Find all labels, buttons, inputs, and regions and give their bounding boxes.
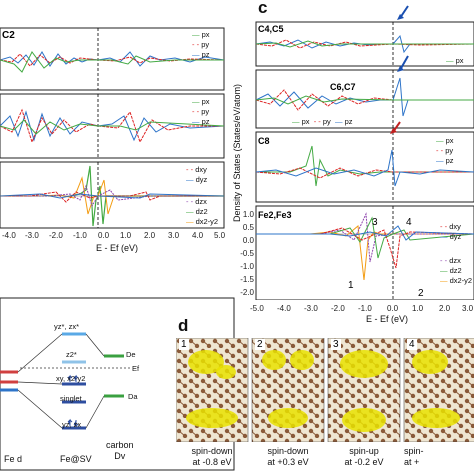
tile-num-1: 1: [179, 339, 189, 350]
panel-d-images: [176, 338, 474, 442]
right-dos-panels: [255, 5, 474, 300]
peak-label-1: 1: [348, 280, 354, 291]
left-x-label: E - Ef (eV): [96, 243, 139, 253]
label-fe2fe3: Fe2,Fe3: [258, 210, 292, 220]
orb-xy: xy, x2-y2: [56, 374, 86, 383]
orb-fe-sv: Fe@SV: [60, 454, 92, 464]
caption-3: spin-up at -0.2 eV: [344, 446, 384, 467]
legend-c45: — px: [446, 56, 464, 65]
legend-fe: - - dxy — dyz - - dzx — dz2 — dx2-y2: [440, 222, 473, 285]
orb-fe-d: Fe d: [4, 454, 23, 464]
tile-num-3: 3: [331, 339, 341, 350]
left-plot-frame-1: [0, 27, 225, 91]
left-legend-mid: — px - - py — pz: [192, 97, 210, 126]
label-c4c5: C4,C5: [258, 24, 284, 34]
right-x-ticks: -5.0 -4.0 -3.0 -2.0 -1.0 0.0 1.0 2.0 3.0: [250, 304, 474, 313]
orb-da: Da: [128, 392, 138, 401]
orb-yz: yz, zx: [62, 420, 82, 429]
orb-carbon: carbon Dv: [106, 440, 134, 461]
panel-d-letter: d: [178, 316, 189, 335]
peak-label-2: 2: [418, 288, 424, 299]
left-legend-bot: - - dxy — dyz - - dzx — dz2 — dx2-y2: [186, 165, 219, 226]
panel-c-letter: c: [258, 0, 268, 17]
peak-label-4: 4: [406, 217, 412, 228]
orb-singlet: singlet: [60, 394, 82, 403]
caption-4: spin- at +: [404, 446, 424, 467]
label-c6c7: C6,C7: [330, 82, 356, 92]
right-x-label: E - Ef (eV): [366, 314, 409, 324]
left-dos-panels: [0, 27, 225, 229]
label-c8: C8: [258, 136, 270, 146]
orb-yz-star: yz*, zx*: [54, 322, 80, 331]
left-x-ticks: -4.0 -3.0 -2.0 -1.0 0.0 1.0 2.0 3.0 4.0 …: [2, 231, 226, 240]
legend-c8: — px - - py — pz: [436, 136, 454, 165]
left-legend-top: — px - - py — pz: [192, 30, 210, 59]
tile-num-4: 4: [407, 339, 417, 350]
orb-z2: z2*: [66, 350, 77, 359]
orb-ef: Ef: [132, 364, 140, 373]
right-y-label: Density of States (States/eV/atom): [232, 83, 242, 222]
legend-c67: — px - - py — pz: [292, 117, 353, 126]
caption-1: spin-down at -0.8 eV: [191, 446, 233, 467]
tile-num-2: 2: [255, 339, 265, 350]
peak-label-3: 3: [372, 217, 378, 228]
orb-de: De: [126, 350, 136, 359]
left-top-label: C2: [2, 30, 15, 41]
right-y-ticks-fe: 1.0 0.5 0.0 -0.5 -1.0 -1.5 -2.0: [240, 210, 254, 297]
caption-2: spin-down at +0.3 eV: [267, 446, 309, 467]
left-plot-frame-3: [0, 161, 225, 229]
